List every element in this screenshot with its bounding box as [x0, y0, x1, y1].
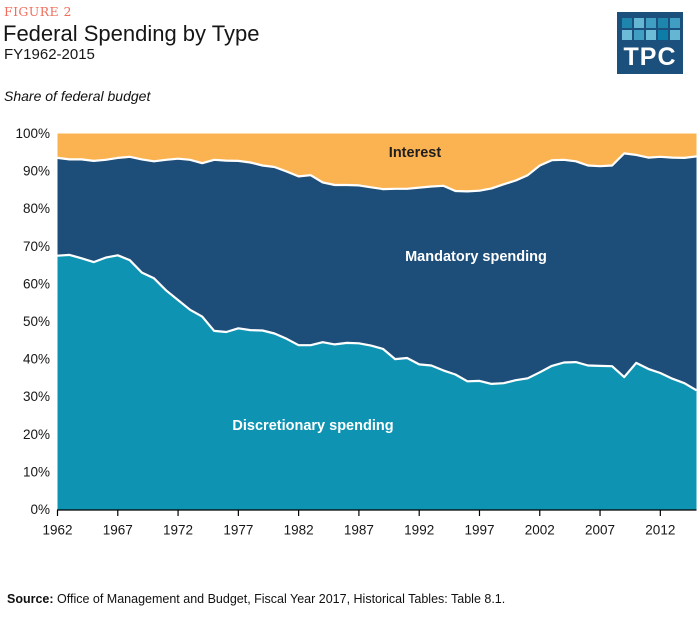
logo-text: TPC: [623, 43, 677, 71]
logo-square: [658, 18, 668, 28]
boundary-discretionary-top: [57, 253, 698, 392]
y-tick-label: 20%: [23, 427, 50, 442]
figure-label: FIGURE 2: [4, 4, 72, 19]
y-tick-label: 80%: [23, 201, 50, 216]
y-tick-label: 10%: [23, 464, 50, 479]
y-tick-label: 60%: [23, 276, 50, 291]
y-tick-label: 50%: [23, 314, 50, 329]
x-tick-label: 1977: [223, 523, 253, 538]
logo-grid-icon: [622, 18, 680, 40]
y-tick-label: 0%: [30, 502, 50, 517]
page-title: Federal Spending by Type: [3, 21, 260, 46]
boundary-mandatory-top: [57, 152, 697, 193]
logo-square: [622, 30, 632, 40]
x-tick-label: 1982: [284, 523, 314, 538]
logo-square: [670, 30, 680, 40]
source-note: Source: Office of Management and Budget,…: [7, 592, 505, 606]
logo-square: [622, 18, 632, 28]
x-tick-label: 1992: [404, 523, 434, 538]
area-label: Discretionary spending: [232, 418, 393, 434]
y-tick-label: 40%: [23, 352, 50, 367]
y-tick-label: 30%: [23, 389, 50, 404]
source-label: Source:: [7, 592, 54, 606]
logo-square: [634, 30, 644, 40]
y-tick-label: 90%: [23, 164, 50, 179]
x-tick-label: 1987: [344, 523, 374, 538]
area-label: Mandatory spending: [405, 249, 547, 265]
logo-square: [670, 18, 680, 28]
x-tick-label: 1962: [42, 523, 72, 538]
y-tick-label: 70%: [23, 239, 50, 254]
logo-square: [634, 18, 644, 28]
y-axis-note: Share of federal budget: [4, 88, 151, 104]
area-label: Interest: [389, 145, 442, 161]
x-tick-label: 1972: [163, 523, 193, 538]
x-tick-label: 1997: [464, 523, 494, 538]
logo-square: [658, 30, 668, 40]
area-discretionary: [57, 254, 697, 510]
logo-square: [646, 30, 656, 40]
source-text: Office of Management and Budget, Fiscal …: [53, 592, 506, 606]
x-tick-label: 2007: [585, 523, 615, 538]
y-tick-label: 100%: [15, 126, 50, 141]
x-tick-label: 1967: [103, 523, 133, 538]
x-tick-label: 2002: [525, 523, 555, 538]
x-tick-label: 2012: [645, 523, 675, 538]
tpc-logo: TPC: [617, 12, 683, 74]
subtitle: FY1962-2015: [4, 46, 95, 63]
logo-square: [646, 18, 656, 28]
